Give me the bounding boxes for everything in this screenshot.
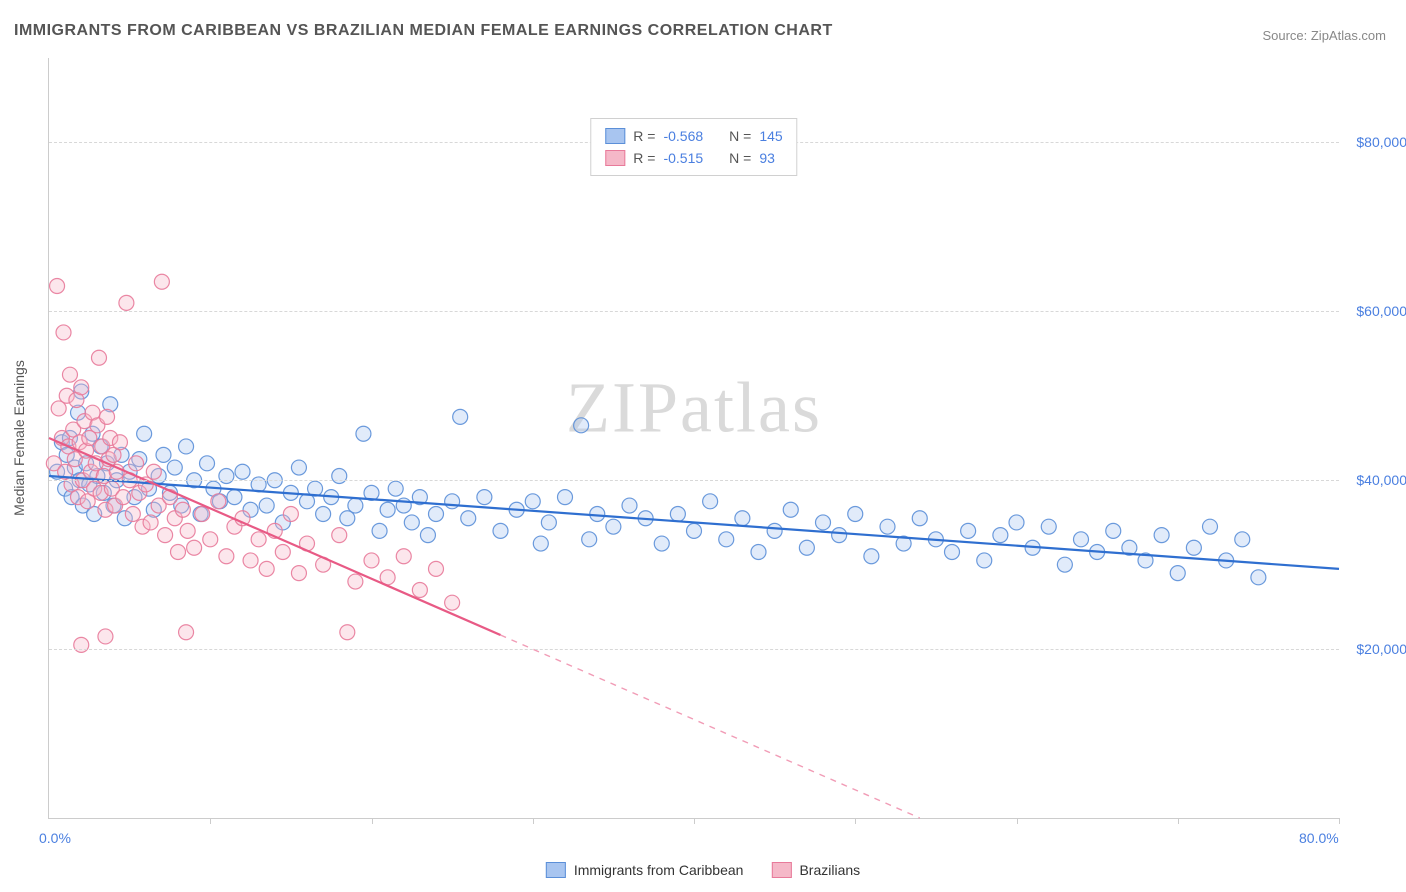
- legend-item-brazilians: Brazilians: [771, 862, 860, 878]
- correlation-row-caribbean: R = -0.568 N = 145: [605, 125, 782, 147]
- x-tick-label: 80.0%: [1299, 830, 1339, 846]
- source-label: Source:: [1262, 28, 1310, 43]
- y-tick-label: $60,000: [1347, 303, 1406, 319]
- stat-n-value-brazilians: 93: [759, 147, 775, 169]
- source-value: ZipAtlas.com: [1311, 28, 1386, 43]
- chart-title: IMMIGRANTS FROM CARIBBEAN VS BRAZILIAN M…: [14, 22, 833, 40]
- stat-n-label: N =: [729, 125, 751, 147]
- y-tick-label: $80,000: [1347, 134, 1406, 150]
- swatch-brazilians: [605, 150, 625, 166]
- chart-area: ZIPatlas Median Female Earnings R = -0.5…: [48, 58, 1339, 819]
- series-legend: Immigrants from Caribbean Brazilians: [546, 862, 860, 878]
- stat-r-value-brazilians: -0.515: [663, 147, 703, 169]
- x-tick-label: 0.0%: [39, 830, 71, 846]
- correlation-legend: R = -0.568 N = 145 R = -0.515 N = 93: [590, 118, 797, 176]
- stat-n-label: N =: [729, 147, 751, 169]
- stat-n-value-caribbean: 145: [759, 125, 782, 147]
- stat-r-value-caribbean: -0.568: [663, 125, 703, 147]
- legend-label-brazilians: Brazilians: [799, 862, 860, 878]
- swatch-caribbean: [546, 862, 566, 878]
- correlation-row-brazilians: R = -0.515 N = 93: [605, 147, 782, 169]
- y-tick-label: $20,000: [1347, 641, 1406, 657]
- stat-r-label: R =: [633, 147, 655, 169]
- legend-label-caribbean: Immigrants from Caribbean: [574, 862, 744, 878]
- stat-r-label: R =: [633, 125, 655, 147]
- swatch-brazilians: [771, 862, 791, 878]
- y-axis-label: Median Female Earnings: [11, 360, 27, 516]
- y-tick-label: $40,000: [1347, 472, 1406, 488]
- swatch-caribbean: [605, 128, 625, 144]
- legend-item-caribbean: Immigrants from Caribbean: [546, 862, 744, 878]
- source-attribution: Source: ZipAtlas.com: [1262, 28, 1386, 43]
